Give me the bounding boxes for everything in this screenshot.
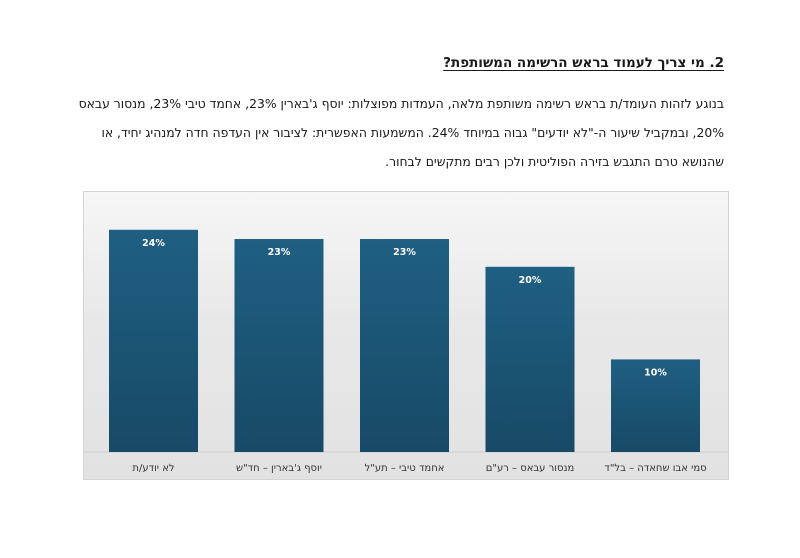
- section-heading: 2. מי צריך לעמוד בראש הרשימה המשותפת?: [443, 55, 724, 71]
- bar-3: [360, 239, 449, 452]
- bar-2: [234, 239, 324, 452]
- bar-5: [611, 359, 700, 452]
- bar-value-label-4: 20%: [519, 275, 542, 286]
- category-label-1: לא יודע/ת: [132, 463, 174, 474]
- bar-value-label-1: 24%: [142, 238, 165, 249]
- category-label-4: מנסור עבאס – רע"ם: [486, 463, 575, 474]
- section-paragraph: בנוגע לזהות העומד/ת בראש רשימה משותפת מל…: [76, 89, 724, 176]
- bar-4: [485, 266, 575, 452]
- bar-value-label-2: 23%: [268, 247, 291, 258]
- bar-value-label-5: 10%: [644, 367, 667, 378]
- bar-value-label-3: 23%: [393, 247, 416, 258]
- category-label-5: סמי אבו שחאדה – בל"ד: [604, 463, 706, 474]
- category-label-2: יוסף ג'בארין – חד"ש: [236, 463, 322, 474]
- bar-chart: 24% לא יודע/ת 23% יוסף ג'בארין – חד"ש 23% אחמ…: [83, 191, 729, 480]
- bar-chart-svg: 24% לא יודע/ת 23% יוסף ג'בארין – חד"ש 23% אחמ…: [84, 229, 728, 474]
- paragraph-line-2: 20%, ובמקביל שיעור ה-"לא יודעים" גבוה במ…: [101, 125, 724, 140]
- category-label-3: אחמד טיבי – תע"ל: [365, 463, 445, 474]
- paragraph-line-1: בנוגע לזהות העומד/ת בראש רשימה משותפת מל…: [78, 96, 724, 111]
- bar-1: [109, 229, 198, 452]
- paragraph-line-3: שהנושא טרם התגבש בזירה הפוליטית ולכן רבי…: [385, 154, 724, 169]
